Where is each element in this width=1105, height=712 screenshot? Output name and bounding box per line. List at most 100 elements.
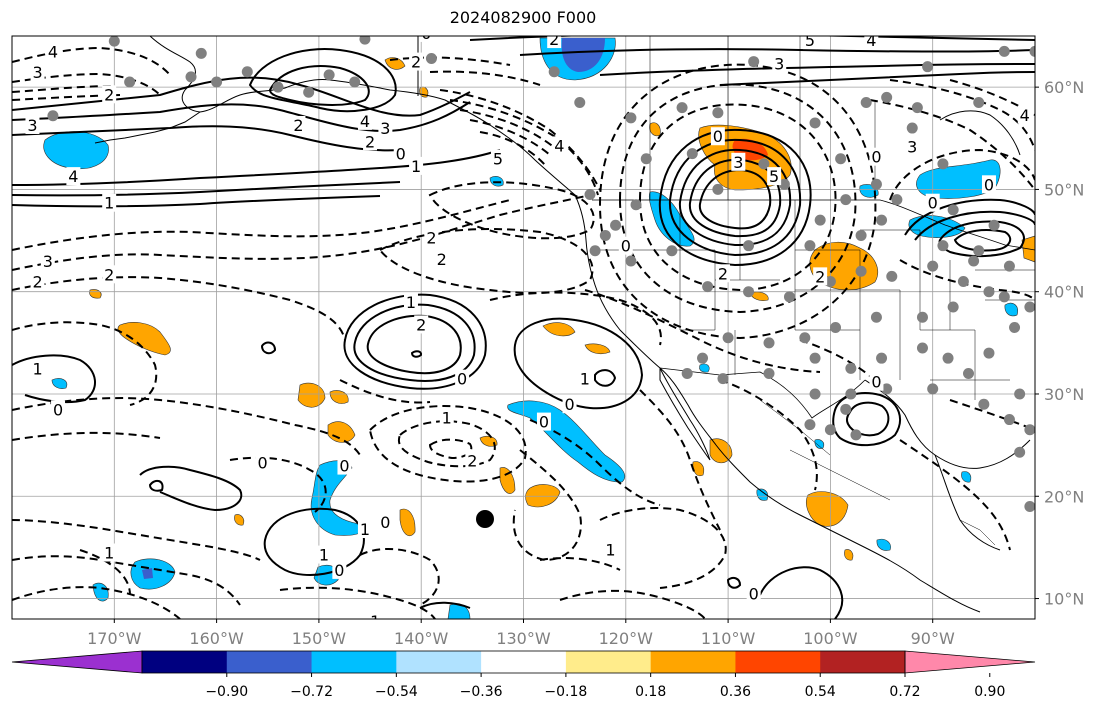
shade-orange <box>649 122 661 137</box>
station-dot <box>927 260 939 272</box>
colorbar-tick-label: −0.36 <box>460 684 503 700</box>
contour-label-bg <box>772 54 787 73</box>
contour-label: 1 <box>411 157 421 176</box>
contour-label: 4 <box>48 42 58 61</box>
station-dot <box>983 347 995 359</box>
contour-line <box>949 399 1035 431</box>
contour-line <box>519 48 1035 56</box>
contour-label: 0 <box>871 373 881 392</box>
station-dot <box>830 322 842 333</box>
shaded-anomaly-regions <box>43 37 1035 619</box>
station-dot <box>303 86 315 98</box>
contour-line <box>12 397 361 456</box>
shade-orange <box>89 289 102 299</box>
contour-label: 0 <box>334 561 344 580</box>
graticule <box>12 36 1035 619</box>
contour-line <box>368 405 527 483</box>
station-dot <box>640 153 652 165</box>
station-dot <box>916 342 928 354</box>
station-dot <box>1014 446 1026 458</box>
contour-line <box>12 195 381 208</box>
contour-label-bg <box>363 132 378 151</box>
contour-line <box>594 369 617 387</box>
contour-label-bg <box>577 369 592 388</box>
contour-label: 5 <box>805 31 815 50</box>
contour-label-bg <box>30 272 45 291</box>
colorbar-segment <box>565 651 652 673</box>
state-line <box>795 249 861 330</box>
station-dot <box>323 69 335 81</box>
contour-label-bg <box>419 36 434 42</box>
station-dot <box>891 194 903 206</box>
shade-orange <box>584 343 611 355</box>
colorbar-extend-low <box>11 650 143 674</box>
contour-label-bg <box>45 42 60 61</box>
colorbar-segment <box>481 651 567 673</box>
shade-orange <box>384 57 406 70</box>
contour-label: 4 <box>360 112 370 131</box>
station-dot <box>574 96 586 108</box>
colorbar-segment <box>820 651 906 673</box>
station-dot <box>840 403 852 415</box>
contours-solid <box>12 36 1035 619</box>
shade-blue <box>130 558 176 590</box>
contour-label: 1 <box>370 612 380 631</box>
contour-line <box>599 63 1035 76</box>
contour-label: 2 <box>411 53 421 72</box>
station-dot <box>1024 500 1035 512</box>
contour-label-bg <box>357 519 372 538</box>
contour-label: 0 <box>621 237 631 256</box>
station-dot <box>47 110 59 122</box>
station-dot <box>1009 322 1021 333</box>
contour-label-bg <box>403 292 418 311</box>
contour-label-bg <box>869 147 884 166</box>
state-line <box>679 200 780 281</box>
colorbar-tick-label: 0.18 <box>635 684 666 700</box>
station-dot <box>108 36 120 47</box>
contour-label: 2 <box>32 272 42 291</box>
contour-label: 0 <box>749 584 759 603</box>
canada-us-border <box>592 199 1035 251</box>
station-dot <box>589 245 601 257</box>
station-dot <box>927 383 939 395</box>
contour-line <box>658 128 812 267</box>
shade-orange <box>692 461 705 477</box>
station-dot <box>681 368 693 380</box>
contour-label: 3 <box>733 153 743 172</box>
contour-label: 0 <box>928 194 938 213</box>
shade-blue <box>699 363 710 373</box>
contour-line <box>366 314 462 375</box>
colorbar-tick-label: −0.18 <box>544 684 587 700</box>
station-dot <box>804 240 816 252</box>
contour-line <box>688 158 782 238</box>
contour-label: 3 <box>32 63 42 82</box>
contour-label-bg <box>710 127 725 146</box>
contour-label: 2 <box>426 228 436 247</box>
contour-label-bg <box>547 36 562 49</box>
contour-label-bg <box>731 152 746 171</box>
station-dot <box>973 245 985 257</box>
station-dot <box>804 419 816 431</box>
contour-line <box>719 379 818 491</box>
mexico-state-line <box>789 449 891 501</box>
shade-orange <box>117 322 171 356</box>
contour-label-bg <box>746 584 761 603</box>
station-dot <box>584 189 596 201</box>
contour-label: 4 <box>866 31 876 50</box>
station-dot <box>947 301 959 313</box>
station-dot <box>824 424 836 436</box>
shade-blue <box>961 471 972 483</box>
aleutian-islands <box>94 111 201 144</box>
contour-label: 1 <box>442 409 452 428</box>
contour-label-bg <box>409 52 424 71</box>
shade-orange <box>479 435 498 447</box>
contour-line <box>899 259 1035 301</box>
contour-label: 1 <box>104 194 114 213</box>
contour-label-bg <box>981 175 996 194</box>
station-dot <box>666 245 678 257</box>
contour-line <box>229 456 327 513</box>
contour-label: 4 <box>68 167 78 186</box>
station-dot <box>349 76 361 88</box>
contour-line <box>953 229 1012 252</box>
